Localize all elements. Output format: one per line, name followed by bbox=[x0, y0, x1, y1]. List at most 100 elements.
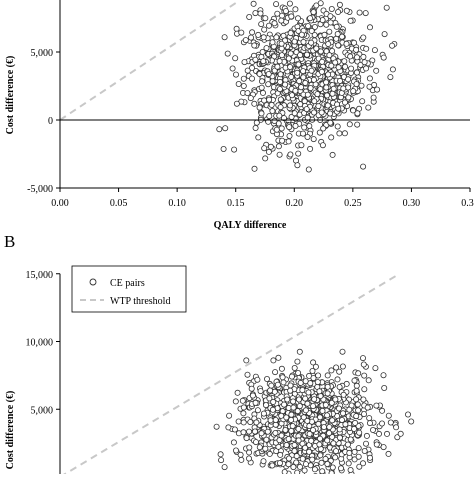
ce-pair-point bbox=[363, 432, 370, 439]
ce-pair-point bbox=[267, 143, 274, 150]
ce-pair-point bbox=[353, 413, 360, 420]
ce-pair-point bbox=[310, 136, 317, 143]
ce-pair-point bbox=[284, 396, 291, 403]
ce-pair-point bbox=[353, 46, 360, 53]
ce-pair-point bbox=[325, 71, 332, 78]
ce-pair-point bbox=[213, 423, 220, 430]
ce-pair-point bbox=[295, 369, 302, 376]
ce-pair-point bbox=[271, 118, 278, 125]
ce-pair-point bbox=[375, 430, 382, 437]
ce-pair-point bbox=[381, 31, 388, 38]
ce-pair-point bbox=[278, 125, 285, 132]
ce-pair-point bbox=[304, 133, 311, 140]
ce-pair-point bbox=[221, 34, 228, 41]
ce-pair-point bbox=[291, 364, 298, 371]
y-tick-label: -5,000 bbox=[27, 184, 53, 195]
x-tick-label: 0.05 bbox=[110, 198, 128, 209]
ce-pair-point bbox=[332, 448, 339, 455]
ce-pair-point bbox=[296, 403, 303, 410]
ce-pair-point bbox=[261, 26, 268, 33]
ce-pair-point bbox=[277, 96, 284, 103]
ce-pair-point bbox=[350, 107, 357, 114]
ce-pair-point bbox=[278, 52, 285, 59]
ce-pair-point bbox=[360, 163, 367, 170]
ce-pair-point bbox=[297, 52, 304, 59]
legend-label-wtp: WTP threshold bbox=[110, 296, 170, 307]
ce-pair-point bbox=[345, 460, 352, 467]
ce-pair-point bbox=[288, 373, 295, 380]
ce-pair-point bbox=[269, 462, 276, 469]
ce-pair-point bbox=[247, 95, 254, 102]
ce-pair-point bbox=[324, 437, 331, 444]
ce-pair-point bbox=[272, 429, 279, 436]
ce-pair-point bbox=[262, 155, 269, 162]
ce-pair-point bbox=[325, 41, 332, 48]
ce-pair-point bbox=[389, 42, 396, 49]
ce-pair-point bbox=[241, 59, 248, 66]
ce-pair-point bbox=[339, 348, 346, 355]
ce-pair-point bbox=[288, 73, 295, 80]
ce-pair-point bbox=[365, 377, 372, 384]
ce-pair-point bbox=[255, 134, 262, 141]
ce-pair-point bbox=[323, 92, 330, 99]
ce-pair-point bbox=[249, 392, 256, 399]
ce-pair-point bbox=[339, 363, 346, 370]
ce-pair-point bbox=[253, 419, 260, 426]
ce-pair-point bbox=[300, 39, 307, 46]
ce-pair-point bbox=[277, 104, 284, 111]
ce-pair-point bbox=[294, 69, 301, 76]
ce-pair-point bbox=[252, 439, 259, 446]
ce-pair-point bbox=[306, 448, 313, 455]
ce-pair-point bbox=[326, 52, 333, 59]
ce-pair-point bbox=[383, 4, 390, 11]
ce-pair-point bbox=[290, 464, 297, 471]
ce-pair-point bbox=[343, 7, 350, 14]
ce-pair-point bbox=[366, 24, 373, 31]
ce-pair-point bbox=[276, 58, 283, 65]
ce-pair-point bbox=[313, 45, 320, 52]
ce-pair-point bbox=[262, 402, 269, 409]
ce-pair-point bbox=[328, 470, 335, 477]
ce-pair-point bbox=[303, 51, 310, 58]
ce-pair-point bbox=[260, 58, 267, 65]
ce-pair-point bbox=[298, 142, 305, 149]
ce-pair-point bbox=[329, 417, 336, 424]
ce-pair-point bbox=[294, 162, 301, 169]
ce-pair-point bbox=[346, 121, 353, 128]
ce-pair-point bbox=[246, 428, 253, 435]
ce-pair-point bbox=[272, 369, 279, 376]
ce-pair-point bbox=[237, 451, 244, 458]
ce-pair-point bbox=[342, 421, 349, 428]
wtp-threshold-line bbox=[60, 2, 237, 121]
ce-pair-point bbox=[362, 10, 369, 17]
ce-pair-point bbox=[289, 422, 296, 429]
ce-pair-point bbox=[252, 56, 259, 63]
panel-a-plot-area bbox=[60, 0, 398, 173]
ce-pair-point bbox=[274, 10, 281, 17]
ce-pair-point bbox=[323, 48, 330, 55]
ce-pair-point bbox=[353, 81, 360, 88]
ce-pair-point bbox=[344, 441, 351, 448]
ce-pair-point bbox=[355, 453, 362, 460]
ce-pair-point bbox=[329, 151, 336, 158]
ce-pair-point bbox=[266, 450, 273, 457]
ce-pair-point bbox=[255, 31, 262, 38]
ce-pair-point bbox=[292, 122, 299, 129]
ce-pair-point bbox=[355, 370, 362, 377]
ce-pair-point bbox=[327, 19, 334, 26]
ce-pair-point bbox=[296, 348, 303, 355]
ce-pair-point bbox=[225, 424, 232, 431]
ce-pair-point bbox=[354, 121, 361, 128]
ce-pair-point bbox=[252, 399, 259, 406]
ce-pair-point bbox=[306, 123, 313, 130]
ce-pair-point bbox=[248, 385, 255, 392]
ce-pair-point bbox=[359, 355, 366, 362]
ce-pair-point bbox=[314, 91, 321, 98]
panel-b-plot-area bbox=[60, 272, 415, 477]
ce-pair-point bbox=[259, 89, 266, 96]
ce-pair-point bbox=[328, 62, 335, 69]
ce-pair-point bbox=[281, 468, 288, 475]
ce-pair-point bbox=[319, 407, 326, 414]
ce-pair-point bbox=[280, 115, 287, 122]
ce-pair-point bbox=[262, 15, 269, 22]
